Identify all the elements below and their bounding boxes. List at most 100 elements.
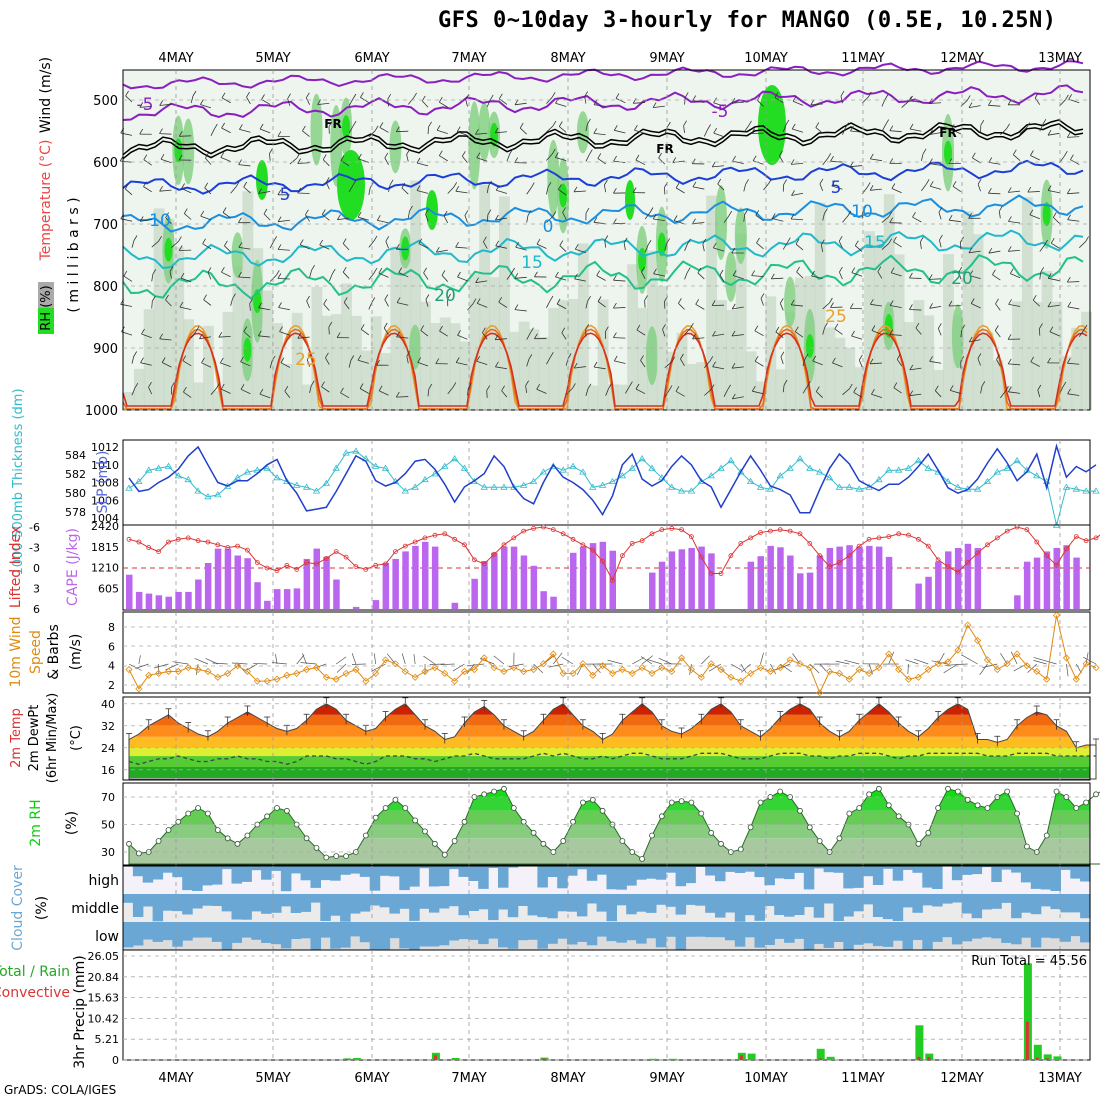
wind-barb xyxy=(596,275,606,281)
rh-blob xyxy=(943,140,952,165)
wind-speed-point xyxy=(1003,660,1011,668)
wind-barb xyxy=(907,663,909,674)
wind-barb xyxy=(384,152,389,159)
cloud-bar xyxy=(813,894,825,918)
wind-barb xyxy=(495,240,500,247)
wind-barb xyxy=(653,273,665,277)
wind-barb xyxy=(792,128,804,133)
rh-point xyxy=(688,799,695,806)
wind-barb xyxy=(275,654,278,665)
rh-blob xyxy=(913,300,925,410)
thickness-point xyxy=(973,485,982,492)
wind-speed-point xyxy=(204,667,212,676)
lifted-index-point xyxy=(758,530,763,535)
wind-barb xyxy=(893,236,897,243)
x-tick-label: 10MAY xyxy=(744,1071,788,1086)
wind-barb xyxy=(125,95,133,103)
wind-barb xyxy=(969,339,981,343)
wind-barb xyxy=(871,393,883,399)
isotherm-label: FR xyxy=(656,142,673,156)
lifted-index-point xyxy=(373,562,379,568)
cloud-bar xyxy=(261,866,272,880)
wind-barb xyxy=(203,294,207,300)
rh-blob xyxy=(775,369,787,410)
wind-speed-point xyxy=(687,665,696,674)
wind-barb xyxy=(498,296,503,303)
thickness-point xyxy=(519,481,528,488)
cape-bar xyxy=(579,546,587,609)
wind-barb xyxy=(258,307,271,311)
wind-barb xyxy=(546,125,554,133)
thickness-point xyxy=(450,455,459,462)
wind-barb xyxy=(235,181,240,188)
wind-barb xyxy=(842,388,850,396)
lifted-index-point xyxy=(363,567,369,572)
thickness-point xyxy=(924,464,932,471)
thickness-point xyxy=(273,474,281,481)
wind-barb xyxy=(653,218,665,222)
wind-barb xyxy=(1067,306,1080,310)
wind-speed-point xyxy=(460,667,469,676)
wind-barb xyxy=(613,332,617,338)
rh-band xyxy=(129,797,1090,811)
wind-barb xyxy=(756,237,760,244)
wind-barb xyxy=(389,179,394,186)
wind-barb xyxy=(183,391,192,398)
wind-barb xyxy=(712,333,725,337)
wind-barb xyxy=(420,325,425,331)
wind-barb xyxy=(849,161,854,167)
cloud-bar xyxy=(774,894,785,915)
wind-barb xyxy=(982,663,998,668)
wind-barb xyxy=(980,386,983,394)
thickness-point xyxy=(638,455,646,462)
wind-barb xyxy=(476,152,481,158)
wind-barb xyxy=(216,383,220,389)
wind-barb xyxy=(425,299,429,307)
wind-barb xyxy=(401,653,406,665)
thickness-point xyxy=(431,470,439,477)
wind-barb xyxy=(869,153,874,160)
wind-barb xyxy=(562,207,566,213)
rh-point xyxy=(155,838,162,844)
cape-bar xyxy=(145,593,153,609)
cloud-bar xyxy=(211,922,223,942)
rh-point xyxy=(540,840,547,847)
wind-barb xyxy=(635,383,640,390)
wind-barb xyxy=(909,100,922,103)
wind-barb xyxy=(559,126,567,133)
wind-barb xyxy=(1066,276,1071,283)
wind-barb xyxy=(159,338,172,341)
cloud-bar xyxy=(567,866,578,876)
wind-barb xyxy=(269,241,275,249)
cape-bar xyxy=(204,563,212,609)
wind-speed-point xyxy=(233,662,242,670)
rh-point xyxy=(530,829,537,836)
wind-barb xyxy=(190,95,194,104)
wind-barb xyxy=(1085,652,1089,665)
rh-blob xyxy=(242,191,254,410)
rh-point xyxy=(1083,799,1089,806)
wind-barb xyxy=(230,186,237,194)
wind-barb xyxy=(246,91,250,98)
wind-barb xyxy=(406,356,409,364)
wind-barb xyxy=(853,391,863,398)
wind-barb xyxy=(782,124,787,133)
cloud-bar xyxy=(902,894,913,908)
wind-barb xyxy=(625,386,630,394)
wind-barb xyxy=(220,152,225,158)
wind-barb xyxy=(1007,386,1012,393)
rh-blob xyxy=(785,312,796,410)
axis-label: Lifted Index xyxy=(8,526,24,608)
rh-blob xyxy=(637,308,648,410)
cloud-bar xyxy=(606,922,617,942)
lifted-index-point xyxy=(876,535,882,541)
wind-barb xyxy=(297,162,310,164)
wind-barb xyxy=(835,660,850,665)
wind-speed-line xyxy=(128,615,1097,694)
wind-barb xyxy=(439,325,443,332)
wind-barb xyxy=(495,361,499,368)
wind-speed-point xyxy=(895,665,903,674)
wind-barb xyxy=(701,655,710,665)
